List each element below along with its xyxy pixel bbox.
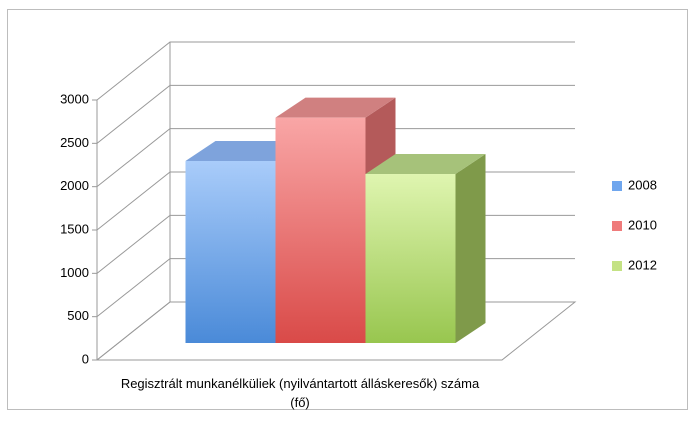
y-tick-label: 2000 <box>60 178 89 193</box>
bar <box>275 117 366 344</box>
grid-line <box>96 41 575 101</box>
y-tick-label: 0 <box>82 351 89 366</box>
legend-swatch <box>612 261 622 271</box>
y-tick-label: 500 <box>67 308 89 323</box>
legend-swatch <box>612 221 622 231</box>
grid-line <box>96 128 575 188</box>
bar <box>185 161 276 343</box>
bar-top <box>365 154 486 174</box>
y-tick-label: 1500 <box>60 221 89 236</box>
y-tick-label: 1000 <box>60 265 89 280</box>
legend-swatch <box>612 181 622 191</box>
bar <box>365 174 456 343</box>
legend-label: 2008 <box>628 177 657 192</box>
y-tick-label: 3000 <box>60 91 89 106</box>
x-tick-label: Regisztrált munkanélküliek (nyilvántarto… <box>120 376 480 410</box>
legend-label: 2012 <box>628 257 657 272</box>
bar-side <box>455 154 486 343</box>
bar-top <box>275 97 396 118</box>
legend-label: 2010 <box>628 217 657 232</box>
grid-line <box>96 84 575 144</box>
y-tick-label: 2500 <box>60 135 89 150</box>
